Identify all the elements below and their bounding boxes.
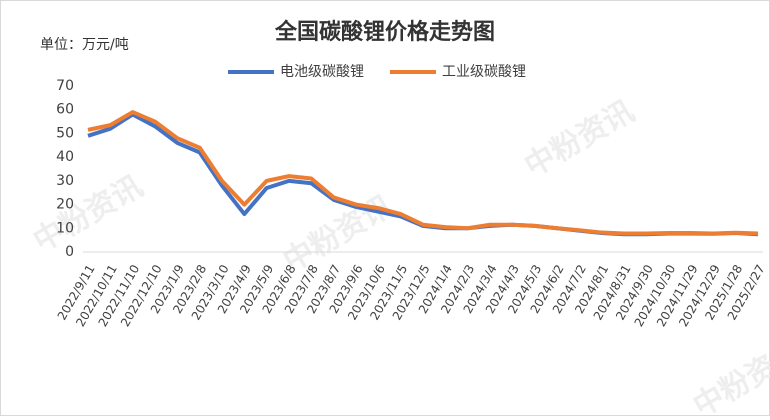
y-tick-label: 40 bbox=[56, 149, 74, 165]
legend-label: 电池级碳酸锂 bbox=[280, 64, 364, 80]
y-tick-label: 60 bbox=[56, 102, 74, 118]
y-tick-label: 30 bbox=[56, 173, 74, 189]
y-tick-label: 20 bbox=[56, 197, 74, 213]
y-tick-label: 50 bbox=[56, 125, 74, 141]
series-line bbox=[87, 110, 759, 236]
y-tick-label: 0 bbox=[65, 244, 74, 260]
y-tick-label: 70 bbox=[56, 78, 74, 94]
y-axis-label: 单位：万元/吨 bbox=[40, 37, 129, 53]
legend-label: 工业级碳酸锂 bbox=[442, 64, 526, 80]
chart-title: 全国碳酸锂价格走势图 bbox=[274, 19, 495, 45]
y-tick-label: 10 bbox=[56, 220, 74, 236]
